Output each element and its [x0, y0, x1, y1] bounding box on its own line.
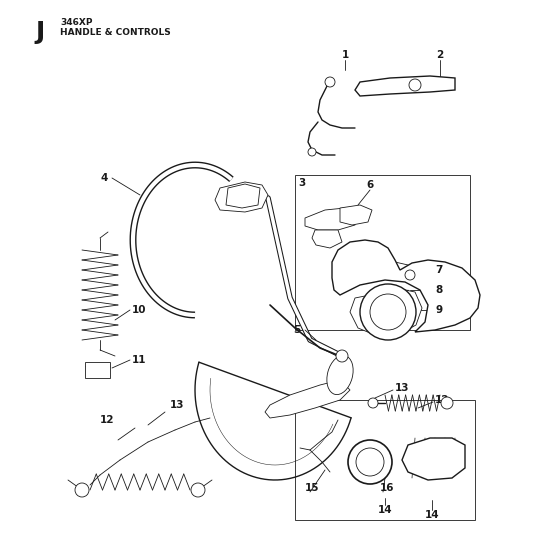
Text: 13: 13 — [170, 400, 184, 410]
Polygon shape — [350, 288, 422, 335]
Circle shape — [441, 397, 453, 409]
Ellipse shape — [327, 356, 353, 395]
Circle shape — [356, 448, 384, 476]
Text: 16: 16 — [380, 483, 394, 493]
Text: 5: 5 — [293, 325, 300, 335]
Polygon shape — [215, 182, 268, 212]
Text: 14: 14 — [377, 505, 393, 515]
Circle shape — [325, 77, 335, 87]
Text: 346XP: 346XP — [60, 18, 92, 27]
Polygon shape — [226, 184, 260, 208]
Polygon shape — [312, 230, 342, 248]
Bar — [295, 175, 470, 330]
Circle shape — [370, 294, 406, 330]
Text: J: J — [35, 20, 45, 44]
Text: 1: 1 — [342, 50, 349, 60]
Text: 6: 6 — [366, 180, 374, 190]
Polygon shape — [340, 205, 372, 225]
Circle shape — [336, 350, 348, 362]
Text: 7: 7 — [435, 265, 442, 275]
Circle shape — [360, 284, 416, 340]
Polygon shape — [265, 380, 350, 418]
Text: 15: 15 — [305, 483, 320, 493]
Text: 12: 12 — [100, 415, 114, 425]
Polygon shape — [305, 208, 358, 230]
Polygon shape — [332, 240, 480, 332]
Bar — [295, 400, 475, 520]
Circle shape — [75, 483, 89, 497]
Text: 13: 13 — [395, 383, 409, 393]
Text: 11: 11 — [132, 355, 147, 365]
Polygon shape — [355, 76, 455, 96]
Circle shape — [405, 270, 415, 280]
Text: 2: 2 — [436, 50, 444, 60]
Text: 10: 10 — [132, 305, 147, 315]
Circle shape — [409, 79, 421, 91]
Text: HANDLE & CONTROLS: HANDLE & CONTROLS — [60, 28, 171, 37]
Circle shape — [368, 398, 378, 408]
Text: 8: 8 — [435, 285, 442, 295]
Circle shape — [308, 148, 316, 156]
Text: 3: 3 — [298, 178, 305, 188]
Polygon shape — [85, 362, 110, 378]
Text: 9: 9 — [435, 305, 442, 315]
Polygon shape — [402, 438, 465, 480]
Text: 4: 4 — [101, 173, 108, 183]
Circle shape — [191, 483, 205, 497]
Text: 14: 14 — [424, 510, 439, 520]
Text: 12: 12 — [435, 395, 450, 405]
Circle shape — [348, 440, 392, 484]
